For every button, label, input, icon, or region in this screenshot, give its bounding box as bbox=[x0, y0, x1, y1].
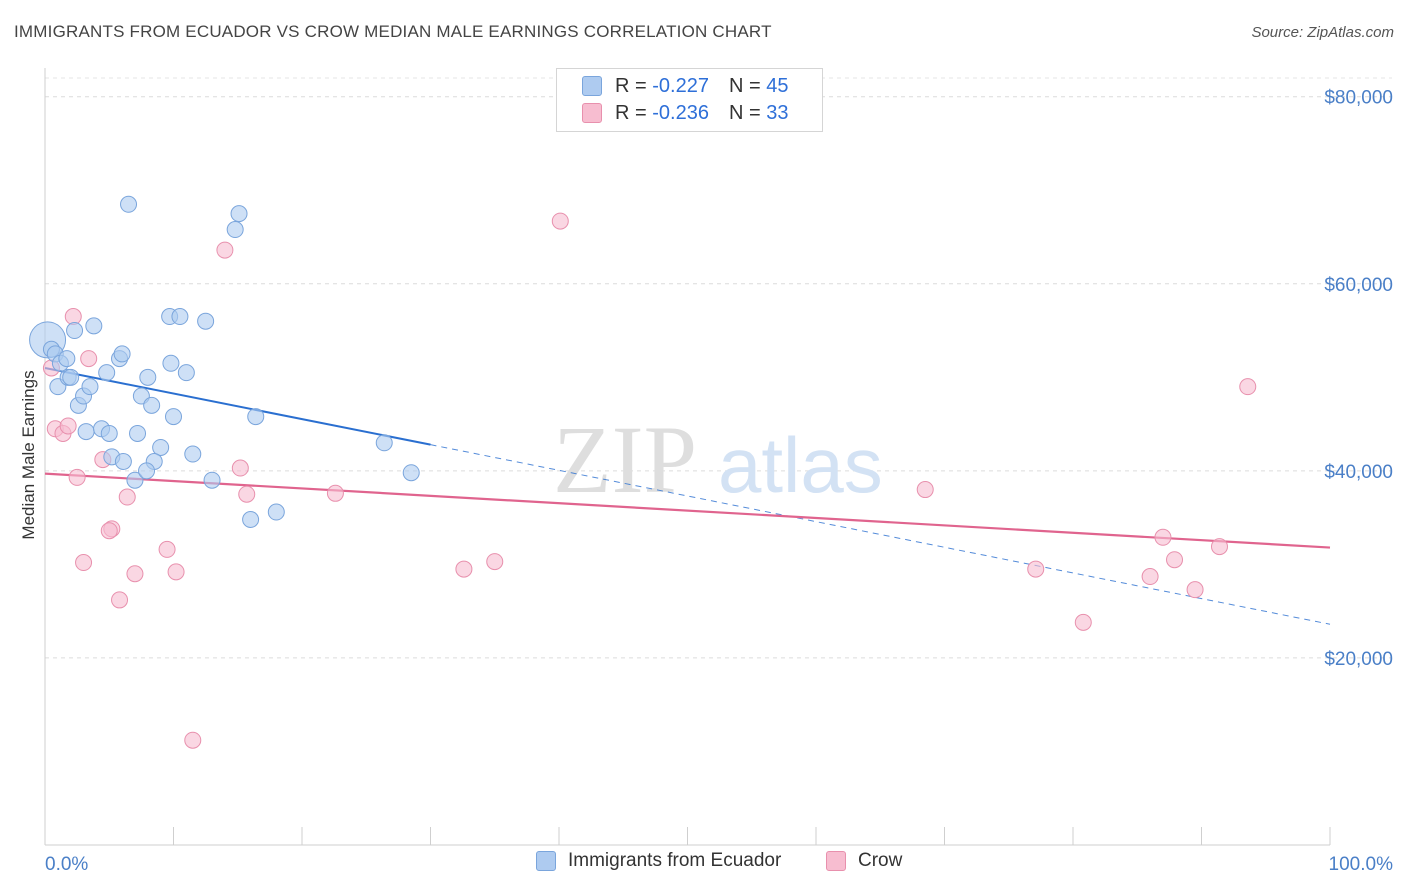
y-tick-label: $40,000 bbox=[1324, 462, 1393, 483]
data-point-ecuador bbox=[165, 408, 182, 426]
data-point-ecuador bbox=[120, 195, 138, 213]
data-point-ecuador bbox=[113, 345, 131, 363]
data-point-crow bbox=[80, 350, 98, 368]
trend-lines bbox=[44, 366, 1331, 625]
watermark-zip: ZIP bbox=[553, 406, 697, 513]
watermark: ZIP atlas bbox=[553, 406, 883, 513]
legend-swatch-blue bbox=[582, 76, 602, 96]
data-point-ecuador bbox=[126, 471, 144, 489]
y-tick-label: $80,000 bbox=[1324, 88, 1393, 109]
y-tick-label: $60,000 bbox=[1324, 275, 1393, 296]
data-point-ecuador bbox=[77, 423, 95, 441]
data-points bbox=[29, 195, 1257, 749]
data-point-crow bbox=[118, 488, 136, 506]
x-tick-label: 0.0% bbox=[45, 854, 88, 875]
data-point-ecuador bbox=[375, 434, 393, 452]
data-point-crow bbox=[1141, 568, 1159, 586]
data-point-crow bbox=[75, 554, 93, 572]
chart-source: Source: ZipAtlas.com bbox=[1251, 24, 1394, 41]
tick-labels: $20,000 $40,000 $60,000 $80,000 0.0% 100.0% bbox=[45, 88, 1393, 875]
legend-swatch-pink bbox=[582, 103, 602, 123]
legend-row-ecuador: R = -0.227 N = 45 bbox=[582, 73, 788, 99]
data-point-ecuador bbox=[139, 368, 157, 386]
data-point-ecuador bbox=[197, 312, 215, 330]
data-point-ecuador bbox=[230, 205, 248, 223]
legend-n-value: 33 bbox=[766, 101, 789, 124]
legend-n-label: N = bbox=[728, 101, 761, 124]
bottom-legend-swatch-pink bbox=[826, 851, 846, 871]
data-point-ecuador bbox=[66, 322, 84, 340]
data-point-crow bbox=[184, 731, 202, 749]
data-point-crow bbox=[126, 565, 144, 583]
data-point-crow bbox=[1210, 538, 1228, 556]
data-point-crow bbox=[64, 308, 82, 326]
data-point-ecuador bbox=[177, 364, 195, 382]
data-point-ecuador bbox=[143, 396, 161, 414]
legend-r-value: -0.236 bbox=[652, 101, 709, 124]
stats-legend: R = -0.227 N = 45 R = -0.236 N = 33 bbox=[556, 68, 823, 132]
data-point-crow bbox=[551, 212, 569, 230]
data-point-crow bbox=[100, 522, 118, 540]
data-point-crow bbox=[59, 417, 77, 435]
legend-r-value: -0.227 bbox=[652, 74, 709, 97]
legend-n-value: 45 bbox=[766, 74, 789, 97]
data-point-ecuador bbox=[58, 350, 76, 368]
data-point-crow bbox=[1027, 560, 1045, 578]
bottom-legend-crow: Crow bbox=[826, 850, 902, 872]
data-point-ecuador bbox=[129, 424, 147, 442]
data-point-crow bbox=[1154, 528, 1172, 546]
bottom-legend-ecuador: Immigrants from Ecuador bbox=[536, 850, 781, 872]
y-tick-label: $20,000 bbox=[1324, 649, 1393, 670]
bottom-legend-label-crow: Crow bbox=[858, 850, 903, 871]
data-point-ecuador bbox=[402, 464, 420, 482]
data-point-ecuador bbox=[267, 503, 285, 521]
data-point-crow bbox=[1186, 581, 1204, 599]
data-point-ecuador bbox=[184, 445, 202, 463]
legend-r-label: R = bbox=[615, 101, 647, 124]
data-point-ecuador bbox=[81, 378, 99, 396]
data-point-crow bbox=[326, 484, 344, 502]
bottom-legend-label-ecuador: Immigrants from Ecuador bbox=[568, 850, 782, 871]
data-point-crow bbox=[216, 241, 234, 259]
data-point-ecuador bbox=[171, 308, 189, 326]
data-point-crow bbox=[916, 481, 934, 499]
data-point-crow bbox=[1166, 551, 1184, 569]
data-point-ecuador bbox=[100, 424, 118, 442]
legend-r-label: R = bbox=[615, 74, 647, 97]
data-point-ecuador bbox=[162, 354, 180, 372]
trend-line-ecuador-extension bbox=[430, 444, 1331, 625]
data-point-ecuador bbox=[62, 368, 80, 386]
data-point-ecuador bbox=[226, 221, 244, 239]
watermark-atlas: atlas bbox=[718, 421, 883, 509]
data-point-crow bbox=[1239, 378, 1257, 396]
data-point-ecuador bbox=[114, 453, 132, 470]
data-point-ecuador bbox=[85, 317, 103, 335]
grid-lines bbox=[45, 77, 1392, 659]
chart-title: IMMIGRANTS FROM ECUADOR VS CROW MEDIAN M… bbox=[14, 22, 772, 41]
data-point-ecuador bbox=[242, 510, 260, 528]
trend-line-ecuador bbox=[44, 366, 431, 446]
data-point-ecuador bbox=[203, 471, 221, 489]
legend-n-label: N = bbox=[728, 74, 761, 97]
data-point-ecuador bbox=[138, 462, 156, 480]
data-point-crow bbox=[111, 591, 129, 609]
data-point-crow bbox=[158, 540, 176, 558]
bottom-legend-swatch-blue bbox=[536, 851, 556, 871]
data-point-crow bbox=[167, 563, 185, 581]
data-point-ecuador bbox=[247, 408, 265, 426]
axes bbox=[44, 68, 1331, 846]
data-point-crow bbox=[1074, 613, 1092, 631]
trend-line-crow bbox=[44, 472, 1331, 549]
data-point-crow bbox=[455, 560, 473, 578]
data-point-crow bbox=[68, 468, 86, 486]
y-axis-label: Median Male Earnings bbox=[19, 370, 38, 539]
legend-row-crow: R = -0.236 N = 33 bbox=[582, 100, 788, 126]
data-point-ecuador bbox=[152, 438, 170, 456]
x-tick-label: 100.0% bbox=[1329, 854, 1394, 875]
data-point-crow bbox=[486, 553, 504, 571]
data-point-crow bbox=[231, 459, 249, 477]
data-point-crow bbox=[238, 485, 256, 503]
data-point-ecuador bbox=[98, 364, 116, 382]
